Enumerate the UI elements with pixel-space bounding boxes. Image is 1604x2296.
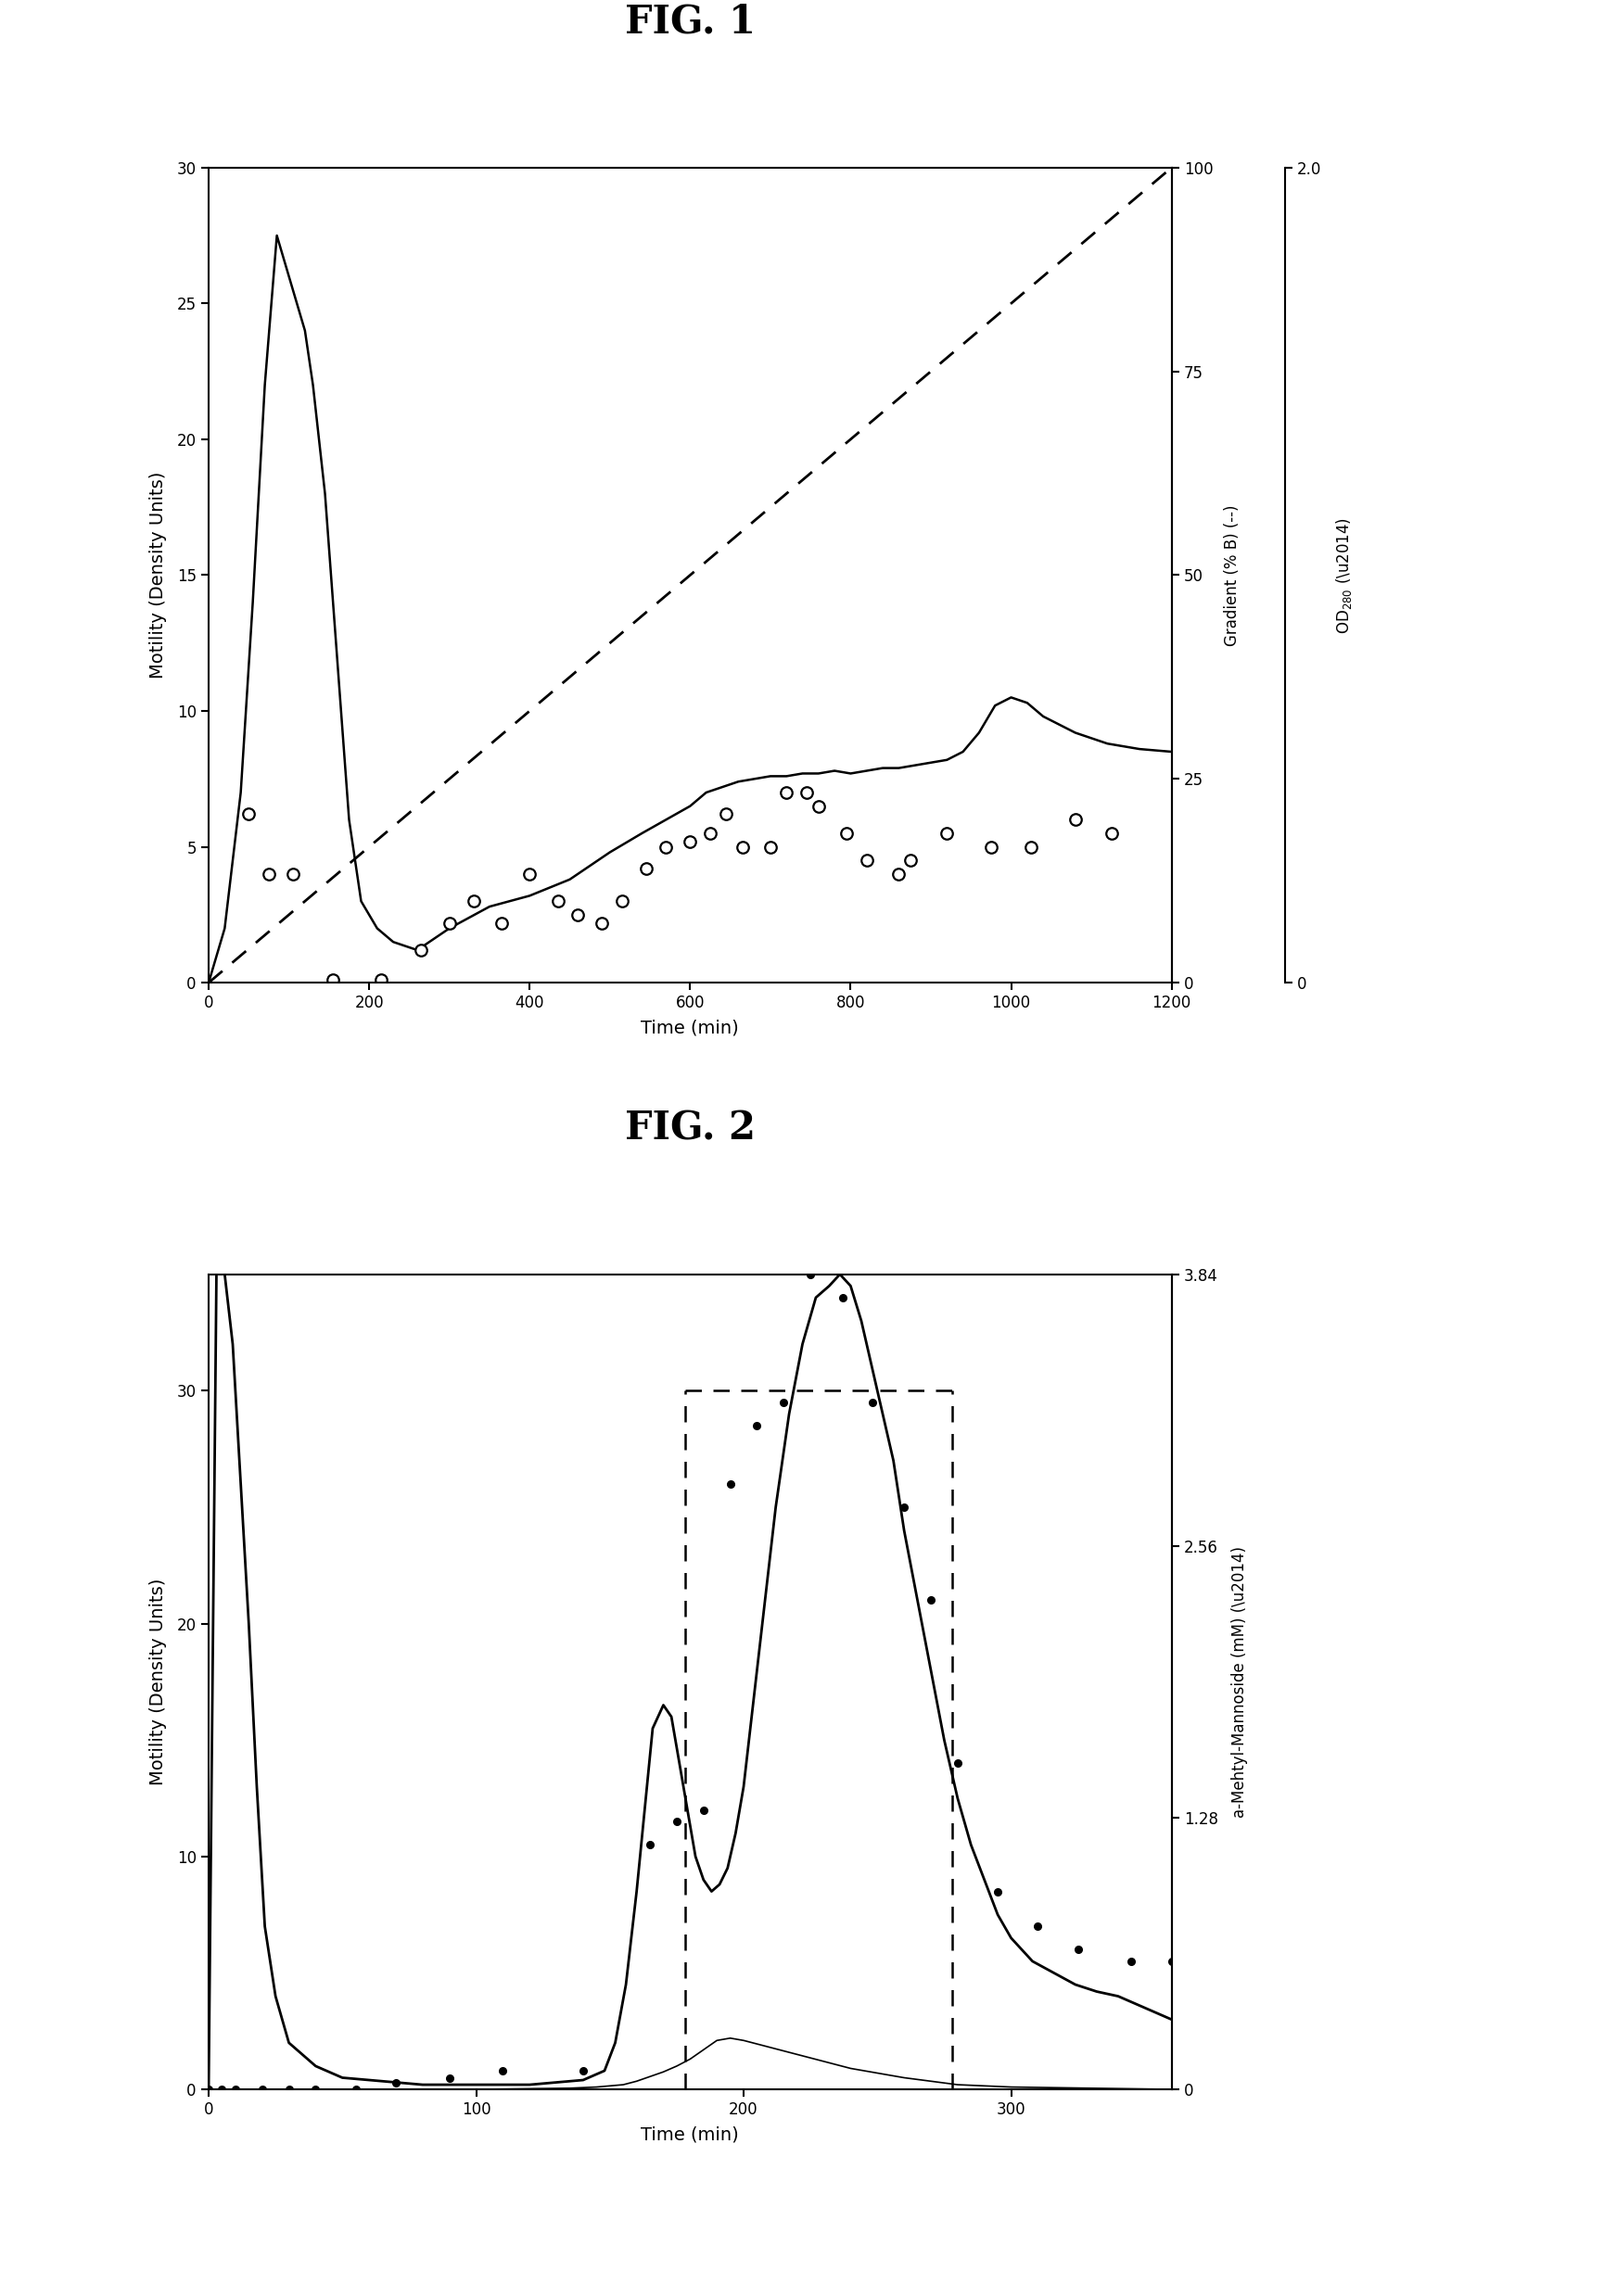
Text: FIG. 2: FIG. 2 (624, 1109, 755, 1148)
Text: FIG. 1: FIG. 1 (624, 2, 755, 41)
X-axis label: Time (min): Time (min) (640, 2126, 739, 2144)
Y-axis label: a-Mehtyl-Mannoside (mM) (\u2014): a-Mehtyl-Mannoside (mM) (\u2014) (1230, 1545, 1246, 1818)
Y-axis label: Gradient (% B) (--): Gradient (% B) (--) (1222, 505, 1240, 645)
Y-axis label: OD$_{280}$ (\u2014): OD$_{280}$ (\u2014) (1333, 517, 1354, 634)
Y-axis label: Motility (Density Units): Motility (Density Units) (149, 471, 167, 680)
X-axis label: Time (min): Time (min) (640, 1019, 739, 1038)
Y-axis label: Motility (Density Units): Motility (Density Units) (149, 1577, 167, 1786)
